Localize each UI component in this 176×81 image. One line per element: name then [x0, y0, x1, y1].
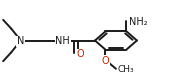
Text: NH: NH: [55, 37, 70, 46]
Text: NH₂: NH₂: [129, 17, 148, 27]
Text: CH₃: CH₃: [118, 65, 134, 74]
Text: O: O: [77, 49, 84, 59]
Text: O: O: [102, 56, 109, 66]
Text: N: N: [17, 37, 24, 46]
